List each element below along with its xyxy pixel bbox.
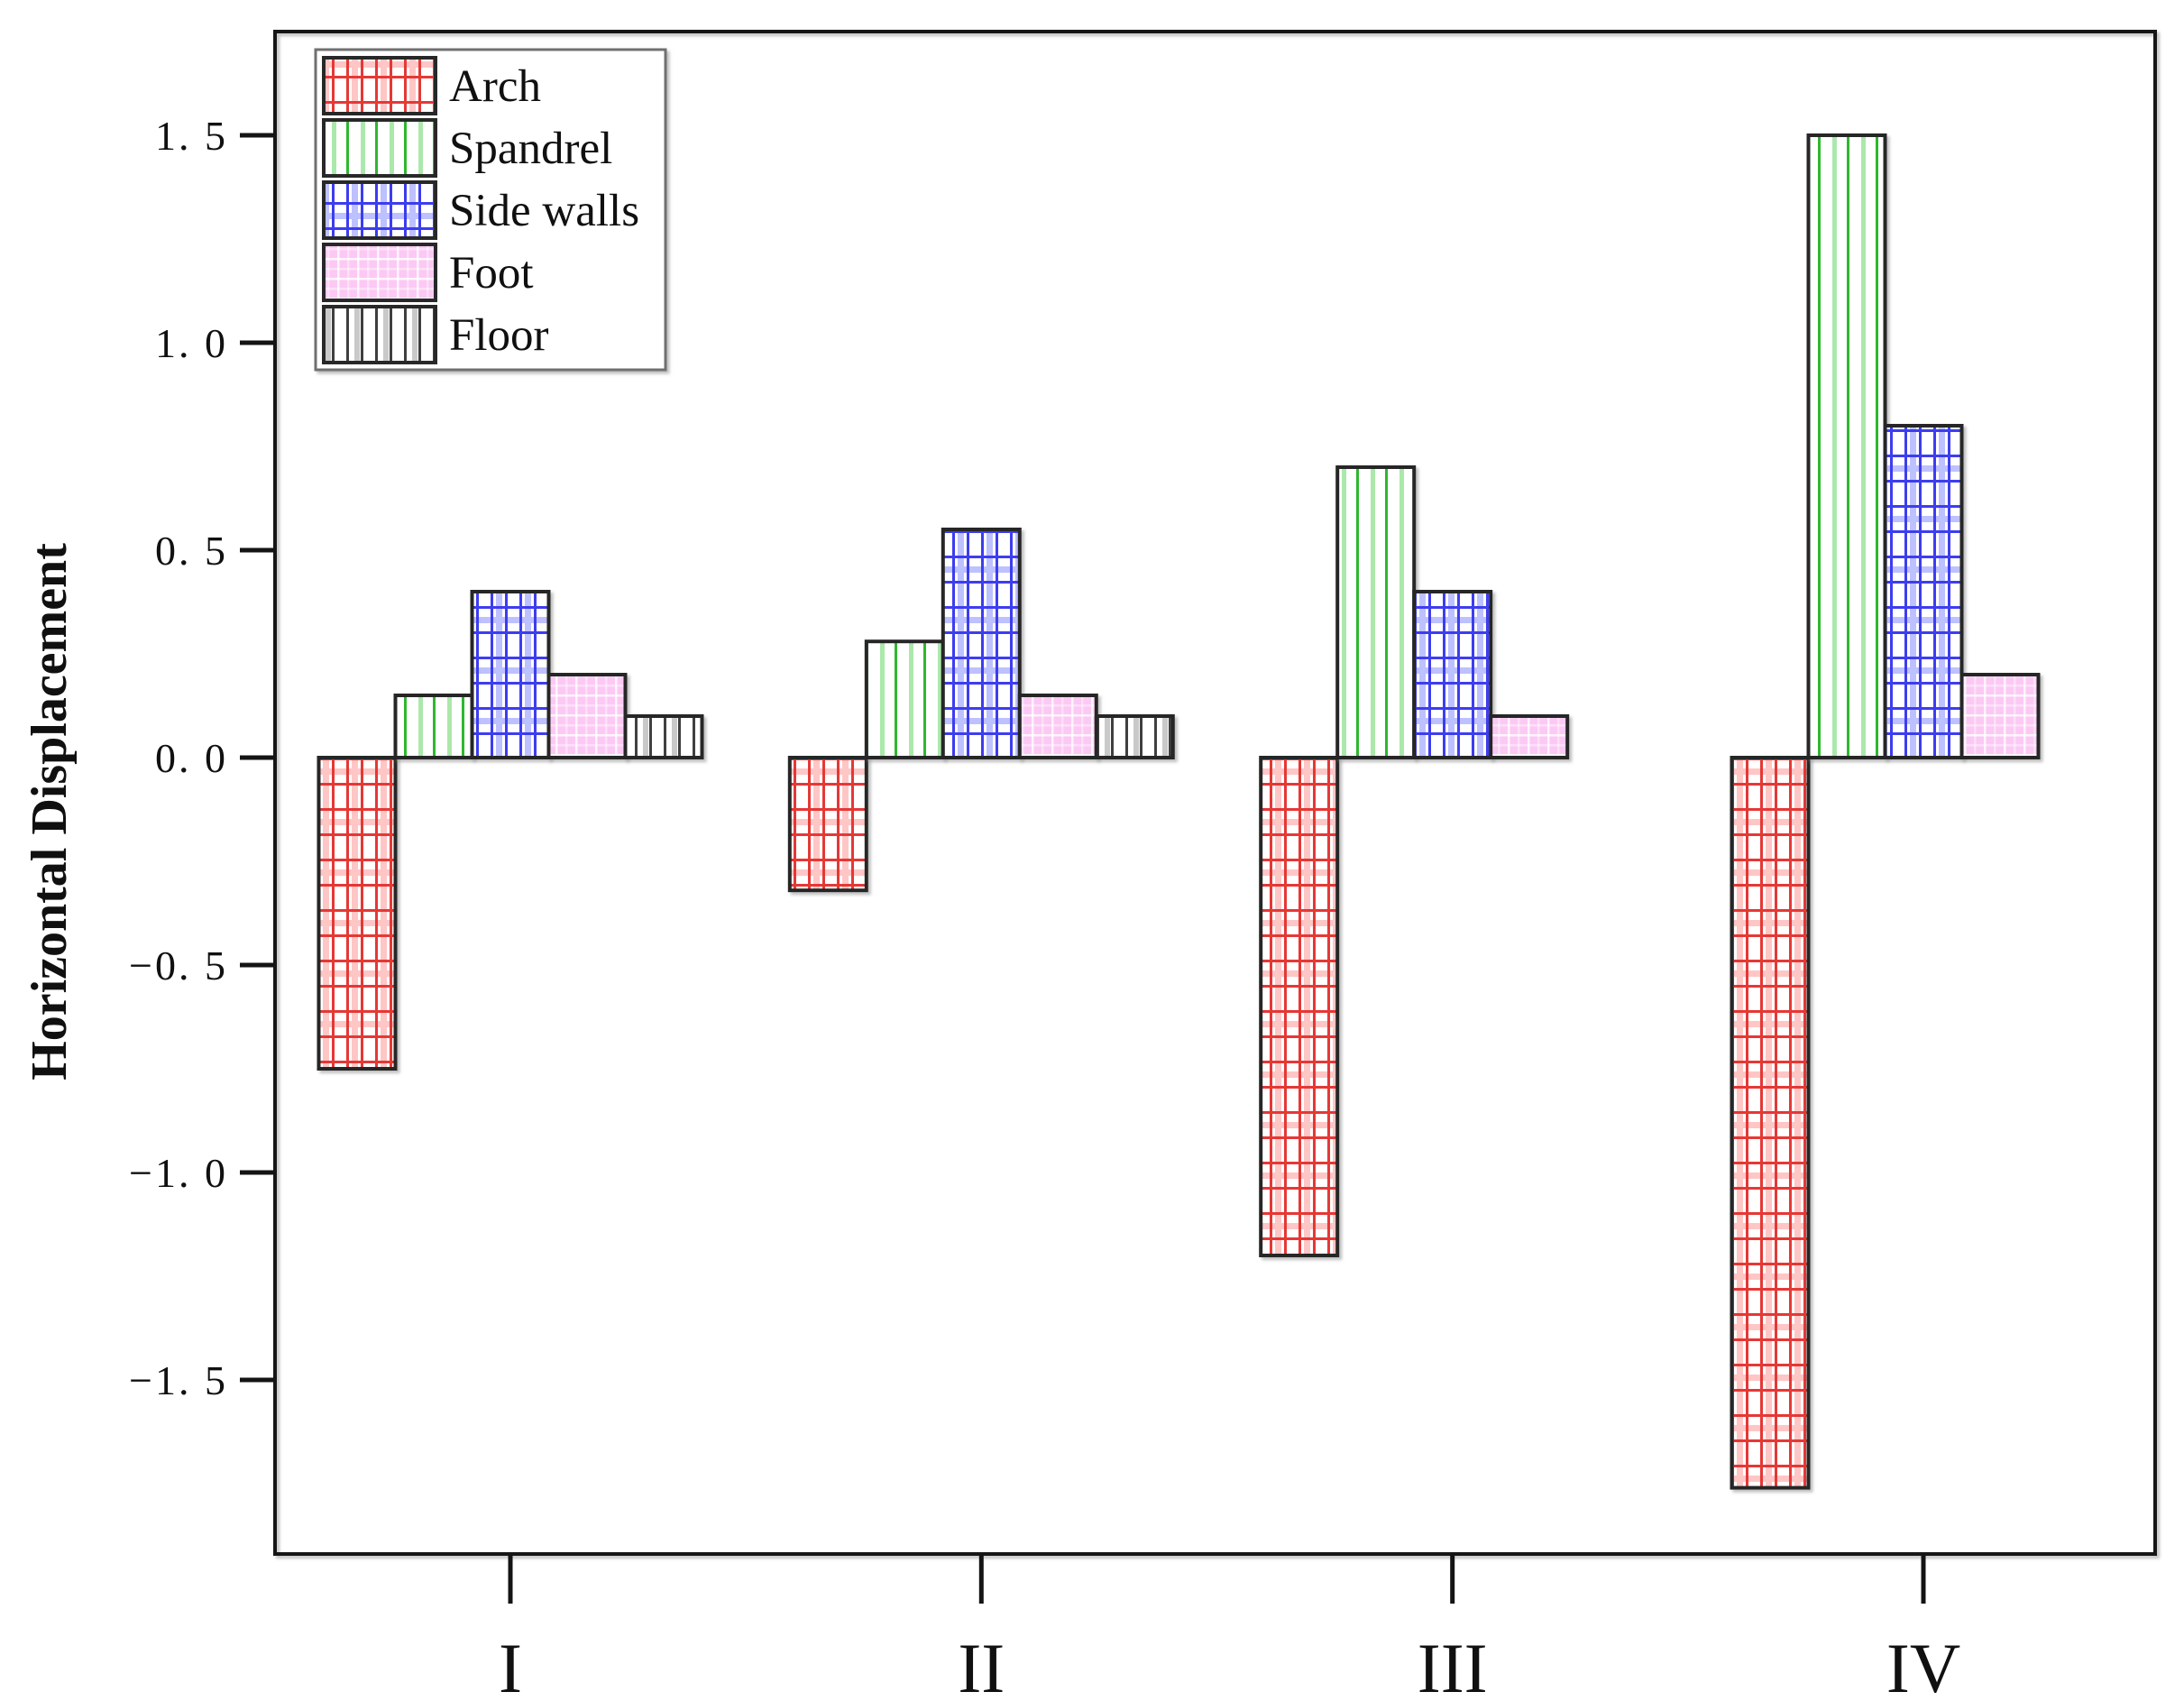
bar-arch-III xyxy=(1259,756,1340,1257)
y-tick-label: 0. 5 xyxy=(155,528,228,574)
bar-floor-II xyxy=(1094,714,1175,759)
bar-arch-II xyxy=(787,756,868,893)
plot-frame xyxy=(273,30,2157,1556)
bar-foot-I xyxy=(546,673,628,759)
bar-side-walls-IV xyxy=(1883,424,1964,759)
legend-swatch-arch xyxy=(322,56,437,115)
y-tick-label: −1. 5 xyxy=(129,1357,228,1403)
legend-swatch-foot xyxy=(322,243,437,302)
y-tick-label: 1. 0 xyxy=(155,320,228,366)
bar-spandrel-I xyxy=(393,694,474,759)
y-tick-label: −0. 5 xyxy=(129,942,228,988)
legend-label-arch: Arch xyxy=(449,61,541,112)
bar-spandrel-III xyxy=(1335,465,1417,759)
legend-label-floor: Floor xyxy=(449,310,549,361)
bar-side-walls-II xyxy=(941,528,1022,759)
y-tick-label: 0. 0 xyxy=(155,735,228,781)
bar-side-walls-III xyxy=(1412,590,1493,759)
bar-spandrel-II xyxy=(864,639,945,760)
bar-arch-I xyxy=(317,756,398,1071)
bar-spandrel-IV xyxy=(1806,133,1887,759)
x-category-label: I xyxy=(499,1629,522,1701)
y-axis-title: Horizontal Displacement xyxy=(22,543,78,1080)
x-category-label: III xyxy=(1418,1629,1488,1701)
legend-label-spandrel: Spandrel xyxy=(449,124,612,174)
bar-side-walls-I xyxy=(470,590,551,759)
bar-foot-IV xyxy=(1959,673,2041,759)
bar-floor-I xyxy=(623,714,704,759)
legend-swatch-spandrel xyxy=(322,118,437,178)
legend-swatch-side-walls xyxy=(322,180,437,240)
x-category-label: II xyxy=(958,1629,1005,1701)
bar-arch-IV xyxy=(1730,756,1811,1490)
legend-swatch-floor xyxy=(322,305,437,364)
legend-label-side-walls: Side walls xyxy=(449,186,639,236)
bar-foot-II xyxy=(1017,694,1098,759)
x-category-label: IV xyxy=(1886,1629,1960,1701)
legend-label-foot: Foot xyxy=(449,248,534,299)
y-tick-label: −1. 0 xyxy=(129,1150,228,1196)
y-tick-label: 1. 5 xyxy=(155,113,228,159)
bar-foot-III xyxy=(1489,714,1570,759)
